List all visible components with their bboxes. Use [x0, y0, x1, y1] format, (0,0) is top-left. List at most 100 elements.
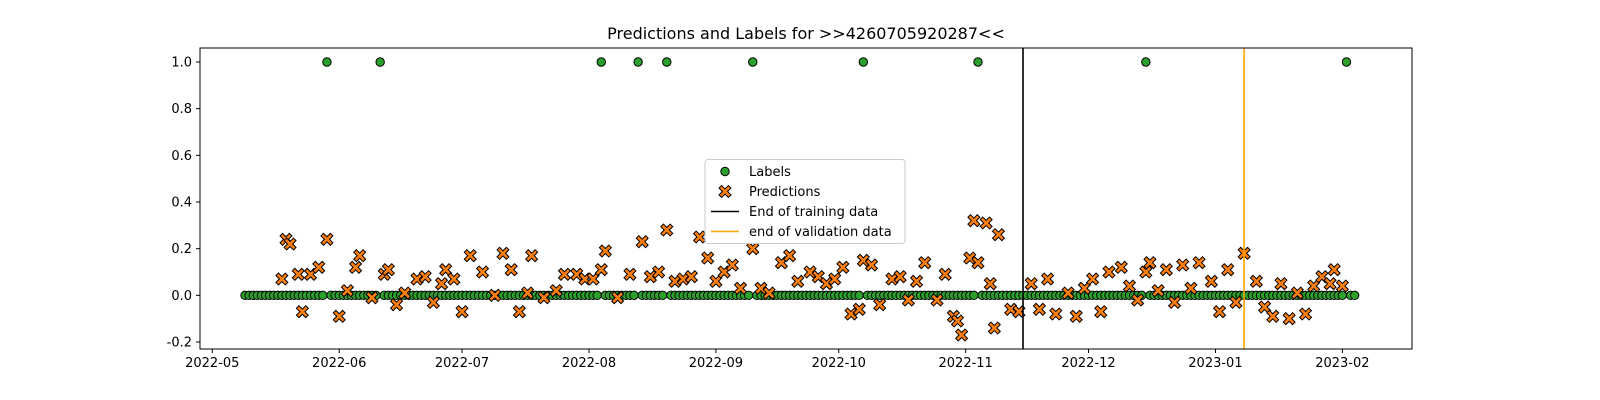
prediction-point	[297, 306, 308, 317]
prediction-point	[1337, 280, 1348, 292]
x-tick-label: 2023-02	[1315, 356, 1369, 371]
legend-marker-predictions	[719, 186, 731, 197]
prediction-point	[448, 273, 460, 285]
label-point	[662, 57, 672, 67]
y-tick-label: 0.4	[171, 196, 192, 211]
label-point	[375, 57, 385, 67]
prediction-point	[886, 273, 898, 285]
label-point	[973, 57, 983, 67]
prediction-point	[755, 283, 767, 294]
prediction-point	[1275, 278, 1287, 289]
prediction-point	[1316, 271, 1328, 282]
prediction-point	[727, 259, 738, 271]
prediction-point	[522, 287, 533, 299]
prediction-point	[419, 271, 431, 282]
prediction-point	[383, 264, 394, 275]
x-tick-label: 2023-01	[1188, 356, 1242, 371]
prediction-point	[661, 224, 673, 236]
y-tick-label: -0.2	[167, 336, 192, 351]
prediction-point	[989, 322, 1000, 334]
label-point	[748, 57, 758, 67]
prediction-point	[1283, 313, 1295, 324]
prediction-point	[305, 269, 316, 280]
prediction-point	[477, 266, 488, 278]
label-point	[633, 57, 643, 67]
y-tick-label: 0.8	[171, 102, 192, 117]
prediction-point	[718, 266, 730, 278]
prediction-point	[1206, 276, 1217, 287]
prediction-point	[1161, 264, 1172, 275]
prediction-point	[858, 255, 869, 266]
prediction-point	[952, 315, 963, 327]
prediction-point	[919, 257, 930, 268]
label-point	[1349, 290, 1360, 301]
prediction-point	[702, 252, 713, 264]
chart-title: Predictions and Labels for >>42607059202…	[607, 24, 1005, 43]
x-tick-label: 2022-09	[689, 356, 743, 371]
prediction-point	[1005, 304, 1016, 315]
prediction-point	[645, 271, 656, 282]
prediction-point	[571, 269, 582, 280]
prediction-point	[1103, 266, 1115, 278]
y-tick-label: 1.0	[171, 56, 192, 71]
prediction-point	[624, 269, 636, 280]
y-tick-label: 0.6	[171, 149, 192, 164]
prediction-point	[985, 278, 996, 289]
prediction-point	[1025, 278, 1037, 289]
prediction-point	[747, 243, 759, 254]
prediction-point	[354, 250, 365, 261]
prediction-point	[596, 264, 607, 275]
prediction-point	[284, 238, 296, 250]
prediction-point	[776, 257, 787, 268]
prediction-point	[538, 292, 550, 303]
prediction-point	[694, 231, 705, 243]
legend-label: end of validation data	[749, 225, 892, 240]
prediction-point	[428, 297, 439, 308]
prediction-point	[939, 269, 951, 280]
prediction-point	[763, 287, 775, 299]
prediction-point	[1152, 285, 1164, 296]
prediction-point	[1259, 301, 1270, 313]
prediction-point	[636, 236, 648, 247]
prediction-point	[1185, 283, 1197, 294]
prediction-point	[1042, 273, 1053, 285]
x-tick-label: 2022-10	[812, 356, 866, 371]
prediction-point	[440, 264, 451, 275]
prediction-point	[579, 273, 591, 285]
label-point	[1141, 57, 1151, 67]
prediction-point	[1222, 264, 1233, 275]
prediction-point	[1132, 294, 1143, 306]
prediction-point	[1300, 308, 1311, 320]
prediction-point	[526, 250, 537, 261]
prediction-point	[677, 273, 689, 285]
legend-label: Labels	[749, 165, 791, 180]
prediction-point	[436, 278, 447, 289]
label-point	[969, 290, 979, 301]
prediction-point	[837, 262, 849, 273]
prediction-point	[903, 294, 914, 306]
prediction-point	[911, 276, 922, 287]
x-tick-label: 2022-11	[939, 356, 993, 371]
prediction-point	[874, 299, 885, 310]
legend: Labels Predictions End of training data end…	[704, 159, 906, 244]
prediction-point	[559, 269, 570, 280]
prediction-point	[1087, 273, 1098, 285]
prediction-point	[993, 229, 1004, 240]
prediction-point	[1251, 276, 1262, 287]
label-point	[1337, 290, 1348, 301]
prediction-point	[1144, 257, 1156, 268]
x-tick-label: 2022-08	[562, 356, 616, 371]
prediction-point	[1079, 283, 1090, 294]
prediction-point	[456, 306, 468, 317]
x-tick-label: 2022-12	[1061, 356, 1115, 371]
y-tick-label: 0.0	[171, 289, 192, 304]
prediction-point	[514, 306, 525, 317]
prediction-point	[342, 285, 353, 296]
label-point	[854, 290, 864, 301]
prediction-point	[735, 283, 746, 294]
prediction-point	[866, 259, 877, 271]
plot-area: 2022-05 2022-06 2022-07 2022-08 2022-09 2022-…	[167, 47, 1413, 371]
prediction-point	[313, 262, 324, 273]
prediction-point	[980, 217, 992, 229]
